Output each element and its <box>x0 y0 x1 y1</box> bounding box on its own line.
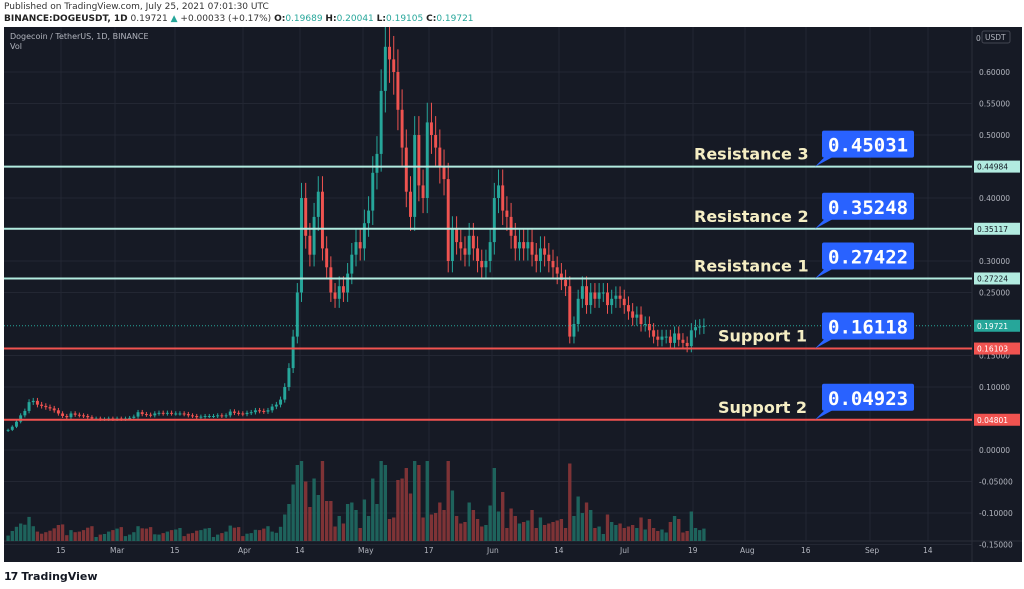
chart-panel[interactable]: 0.60000 0.55000 0.50000 0.40000 0.30000 0.250… <box>4 27 1022 562</box>
svg-text:0.10000: 0.10000 <box>979 383 1010 392</box>
published-note: Published on TradingView.com, July 25, 2… <box>4 2 269 12</box>
low-label: L: <box>376 14 386 24</box>
tradingview-logo-icon: 17 <box>4 570 18 583</box>
svg-text:0.44984: 0.44984 <box>977 163 1008 172</box>
svg-text:Resistance 1: Resistance 1 <box>694 256 809 275</box>
svg-text:Sep: Sep <box>865 546 879 555</box>
svg-text:15: 15 <box>170 546 180 555</box>
svg-text:17: 17 <box>424 546 434 555</box>
close-value: 0.19721 <box>436 14 474 24</box>
svg-text:Apr: Apr <box>238 546 252 555</box>
svg-text:0.16118: 0.16118 <box>828 317 908 339</box>
svg-text:Support 1: Support 1 <box>718 327 807 346</box>
svg-text:0.25000: 0.25000 <box>979 289 1010 298</box>
svg-text:May: May <box>358 546 374 555</box>
svg-text:0.19721: 0.19721 <box>977 322 1008 331</box>
svg-text:0.27422: 0.27422 <box>828 246 908 268</box>
svg-text:0.60000: 0.60000 <box>979 68 1010 77</box>
svg-text:0.16103: 0.16103 <box>977 345 1008 354</box>
open-label: O: <box>274 14 286 24</box>
svg-text:Resistance 3: Resistance 3 <box>694 145 809 164</box>
svg-text:USDT: USDT <box>985 33 1006 42</box>
svg-text:Jul: Jul <box>619 546 629 555</box>
svg-text:14: 14 <box>923 546 933 555</box>
price-change: +0.00033 (+0.17%) <box>180 14 272 24</box>
svg-text:0.27224: 0.27224 <box>977 274 1008 283</box>
svg-text:0.35248: 0.35248 <box>828 197 908 219</box>
svg-text:0: 0 <box>976 34 981 43</box>
low-value: 0.19105 <box>386 14 424 24</box>
svg-text:0.04801: 0.04801 <box>977 416 1008 425</box>
svg-text:-0.10000: -0.10000 <box>979 509 1013 518</box>
svg-text:Resistance 2: Resistance 2 <box>694 207 809 226</box>
symbol-info-bar: BINANCE:DOGEUSDT, 1D 0.19721 ▲ +0.00033 … <box>4 14 474 24</box>
open-value: 0.19689 <box>285 14 323 24</box>
svg-text:0.50000: 0.50000 <box>979 131 1010 140</box>
close-label: C: <box>426 14 437 24</box>
svg-text:15: 15 <box>56 546 66 555</box>
last-price: 0.19721 <box>130 14 168 24</box>
volume-legend: Vol <box>10 42 22 51</box>
tradingview-branding[interactable]: 17 TradingView <box>4 570 98 583</box>
svg-text:14: 14 <box>554 546 564 555</box>
svg-text:0.04923: 0.04923 <box>828 388 908 410</box>
svg-text:0.30000: 0.30000 <box>979 257 1010 266</box>
svg-text:0.35117: 0.35117 <box>977 225 1008 234</box>
svg-text:0.55000: 0.55000 <box>979 100 1010 109</box>
svg-text:0.40000: 0.40000 <box>979 194 1010 203</box>
svg-text:0.00000: 0.00000 <box>979 446 1010 455</box>
svg-text:Aug: Aug <box>740 546 755 555</box>
svg-text:16: 16 <box>801 546 811 555</box>
svg-text:0.45031: 0.45031 <box>828 135 908 157</box>
high-label: H: <box>325 14 337 24</box>
svg-text:Jun: Jun <box>486 546 499 555</box>
svg-text:-0.15000: -0.15000 <box>979 541 1013 550</box>
chart-legend-title: Dogecoin / TetherUS, 1D, BINANCE <box>10 32 149 41</box>
svg-text:0.15000: 0.15000 <box>979 352 1010 361</box>
svg-text:14: 14 <box>295 546 305 555</box>
svg-text:-0.05000: -0.05000 <box>979 478 1013 487</box>
brand-name: TradingView <box>21 570 98 583</box>
candlestick-chart[interactable]: 0.60000 0.55000 0.50000 0.40000 0.30000 0.250… <box>4 27 1022 562</box>
svg-text:19: 19 <box>688 546 698 555</box>
up-arrow-icon: ▲ <box>170 14 178 24</box>
symbol-name: BINANCE:DOGEUSDT, 1D <box>4 14 128 24</box>
high-value: 0.20041 <box>336 14 374 24</box>
svg-text:Support 2: Support 2 <box>718 398 807 417</box>
svg-text:Mar: Mar <box>110 546 125 555</box>
